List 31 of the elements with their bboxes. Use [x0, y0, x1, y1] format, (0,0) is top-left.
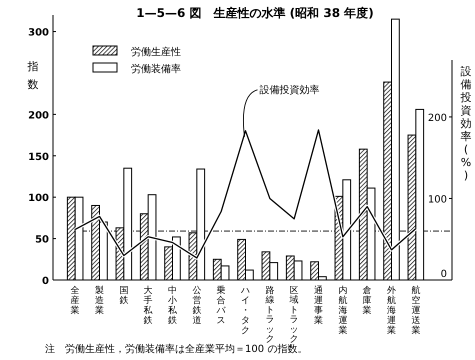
- y-tick-label: 300: [28, 28, 50, 39]
- x-tick-label: 全産業: [70, 285, 80, 316]
- y-axis-title: 指数: [26, 60, 38, 91]
- chart-title: 1—5—6 図 生産性の水準 (昭和 38 年度): [136, 6, 374, 20]
- x-tick-label: 大手私鉄: [144, 285, 154, 326]
- x-tick-label: 製造業: [95, 285, 104, 316]
- x-tick-label: 外航海運業: [387, 285, 396, 336]
- y2-tick-label: 200: [428, 112, 447, 124]
- text: 設備投資効率(%): [460, 65, 472, 182]
- x-tick-label: 路線トラック: [264, 285, 274, 344]
- x-tick-label: 乗合バス: [216, 285, 227, 326]
- x-tick-label: 区域トラック: [288, 285, 299, 344]
- x-tick-label: ハイ・タク: [240, 286, 250, 336]
- legend-label: 労働生産性: [131, 46, 181, 58]
- y2-tick-label: 0: [440, 269, 447, 280]
- x-tick-label: 倉庫業: [362, 285, 372, 316]
- x-tick-label: 公営鉄道: [192, 285, 202, 326]
- x-tick-label: 国鉄: [119, 286, 128, 306]
- y2-tick-label: 100: [428, 194, 447, 206]
- text: 注 労働生産性，労働装備率は全産業平均＝100 の指数。: [45, 343, 308, 355]
- legend-label: 労働装備率: [131, 63, 181, 75]
- x-tick-label: 通運事業: [314, 285, 323, 326]
- x-tick-label: 航空運送業: [411, 285, 420, 336]
- x-tick-label: 内航海運業: [338, 285, 348, 336]
- y-tick-label: 50: [35, 234, 50, 246]
- y-tick-label: 100: [28, 193, 50, 204]
- x-tick-label: 中小私鉄: [168, 285, 178, 326]
- y-tick-label: 0: [42, 276, 50, 287]
- y-tick-label: 150: [28, 152, 50, 163]
- text: 設備投資効率: [260, 84, 320, 96]
- y-tick-label: 200: [28, 110, 50, 122]
